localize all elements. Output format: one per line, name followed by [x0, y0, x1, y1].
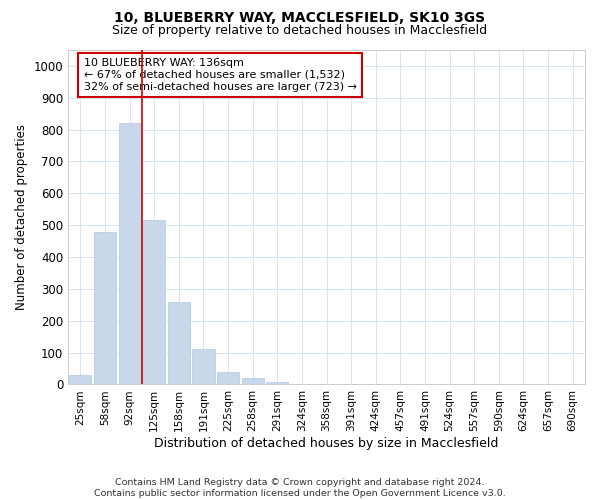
Text: 10, BLUEBERRY WAY, MACCLESFIELD, SK10 3GS: 10, BLUEBERRY WAY, MACCLESFIELD, SK10 3G…	[115, 11, 485, 25]
Bar	[242, 378, 264, 384]
Text: Contains HM Land Registry data © Crown copyright and database right 2024.
Contai: Contains HM Land Registry data © Crown c…	[94, 478, 506, 498]
Bar	[69, 375, 91, 384]
Bar	[94, 232, 116, 384]
X-axis label: Distribution of detached houses by size in Macclesfield: Distribution of detached houses by size …	[154, 437, 499, 450]
Bar	[266, 382, 289, 384]
Bar	[168, 302, 190, 384]
Text: 10 BLUEBERRY WAY: 136sqm
← 67% of detached houses are smaller (1,532)
32% of sem: 10 BLUEBERRY WAY: 136sqm ← 67% of detach…	[83, 58, 356, 92]
Bar	[119, 124, 140, 384]
Bar	[193, 350, 215, 384]
Bar	[217, 372, 239, 384]
Y-axis label: Number of detached properties: Number of detached properties	[15, 124, 28, 310]
Bar	[143, 220, 165, 384]
Text: Size of property relative to detached houses in Macclesfield: Size of property relative to detached ho…	[112, 24, 488, 37]
